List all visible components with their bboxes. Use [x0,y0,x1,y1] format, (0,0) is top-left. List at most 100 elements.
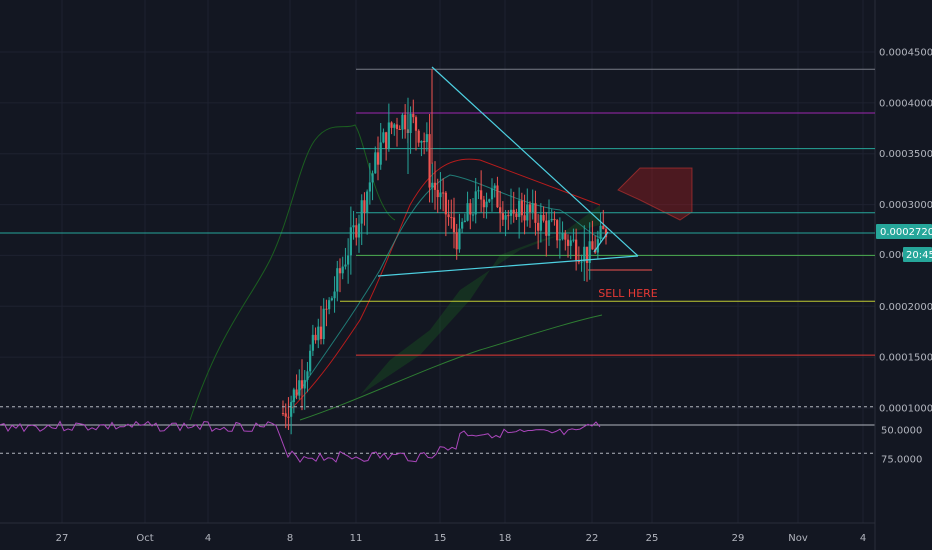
projection-line [593,231,609,253]
candle-body [577,260,580,263]
candle-body [575,239,578,261]
candle-body [493,185,496,189]
candle-body [338,268,342,274]
rsi-tick-label: 50.0000 [881,426,922,437]
candle-body [602,225,605,230]
candle-body [357,223,361,238]
candle-body [374,152,377,174]
candle-body [509,209,513,216]
candle-body [455,232,458,250]
candle-body [295,389,298,396]
candle-body [528,204,532,213]
candle-body [325,308,328,310]
candle-body [534,203,537,223]
candle-body [447,214,450,218]
candle-body [558,239,561,241]
candle-body [322,308,325,340]
base-line [289,158,601,411]
candle-body [604,229,608,238]
descending-trendline [431,66,639,257]
lagging-span [189,124,396,421]
candle-body [474,191,477,215]
candle-body [442,192,445,194]
candle-body [287,416,290,418]
candle-body [499,207,502,214]
candle-body [284,413,287,417]
candle-body [336,268,339,292]
date-axis[interactable]: 27 Oct 4 8 11 15 18 22 25 29 Nov 4 [56,533,867,544]
candle-body [471,214,475,216]
ichimoku-cloud [360,167,693,395]
candle-body [425,134,428,143]
date-tick-label: 27 [56,533,69,544]
candle-body [512,209,515,214]
candle-body [317,326,320,341]
candle-body [561,233,564,240]
candle-body [292,389,295,403]
date-tick-label: Oct [136,533,153,544]
candle-body [281,413,285,415]
candle-body [572,239,575,241]
candle-body [547,220,551,236]
date-tick-label: 8 [287,533,293,544]
candle-body [504,215,507,220]
price-tick-label: 0.00010000 [879,404,932,415]
candle-body [314,334,317,341]
candle-body [409,113,412,134]
candle-body [349,227,352,256]
candle-body [428,134,431,188]
candle-body [501,213,504,220]
candle-body [355,225,358,238]
candle-body [556,220,559,241]
moving-average [299,314,603,421]
candlesticks [281,69,608,435]
rsi-line [0,420,601,463]
cloud-bullish [360,205,600,395]
candle-body [599,225,602,240]
candle-body [360,200,363,224]
date-tick-label: 4 [205,533,211,544]
rsi-tick-label: 75.0000 [881,455,922,466]
candle-body [352,225,355,228]
horizontal-levels [0,68,875,356]
candle-body [526,204,529,221]
candle-body [376,152,380,165]
candle-body [520,200,523,216]
candle-body [537,222,540,231]
candle-body [463,220,466,222]
candle-body [490,188,494,200]
candle-body [523,215,526,221]
candle-body [542,214,545,221]
candle-body [379,142,382,165]
candle-body [580,261,583,263]
date-tick-label: 22 [586,533,599,544]
date-tick-label: Nov [788,533,808,544]
candle-body [482,199,485,208]
ascending-trendline [377,255,639,277]
candle-body [477,190,480,192]
candle-body [433,182,437,190]
candle-body [382,132,385,143]
date-tick-label: 29 [732,533,745,544]
candle-body [300,380,304,389]
countdown-badge-text: 20:45 [906,250,932,261]
candle-body [591,241,594,250]
candle-body [368,182,371,192]
candle-body [328,300,331,310]
trend-drawings [377,66,639,277]
candle-body [444,192,447,215]
candle-body [390,122,393,128]
candle-body [385,132,388,149]
partial-price-label: 0.000 [879,250,908,261]
candle-body [387,122,390,149]
candle-body [480,190,483,200]
candle-body [583,246,586,262]
candle-body [366,191,369,213]
candle-body [303,379,306,389]
candle-body [393,124,396,128]
